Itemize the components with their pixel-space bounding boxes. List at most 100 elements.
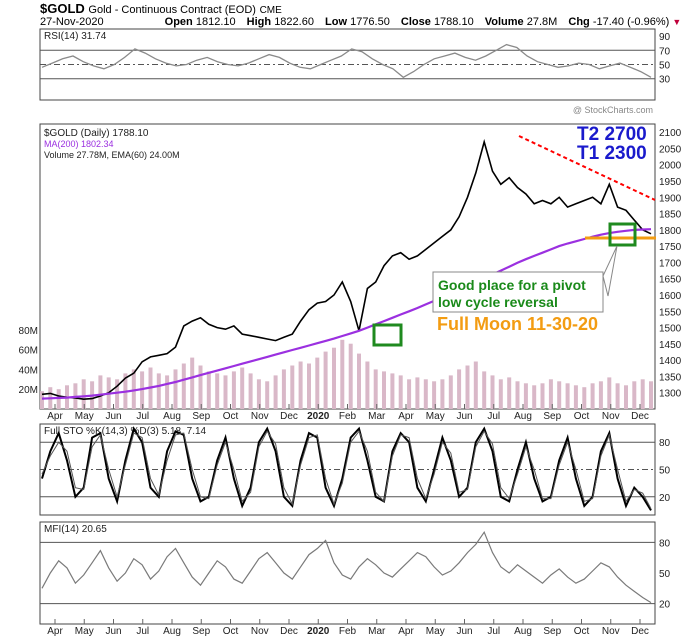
mfi-title: MFI(14) 20.65 [44, 524, 107, 535]
volume-tick-label-40M: 40M [19, 365, 38, 376]
volume-bar [624, 385, 628, 409]
volume-bar [131, 369, 136, 409]
volume-bar [81, 379, 86, 409]
price-xaxis-label-2020: 2020 [307, 411, 330, 422]
volume-bar [523, 383, 528, 409]
close-label: Close 1788.10 [401, 16, 474, 28]
instrument-name: Gold - Continuous Contract (EOD) [88, 4, 256, 16]
mfi-xaxis-label-Sep: Sep [192, 626, 210, 637]
price-xaxis-label-May: May [75, 411, 94, 422]
sto-line-k [41, 426, 652, 511]
volume-bar [290, 365, 295, 409]
price-tick-label-1450: 1450 [659, 340, 682, 351]
target-t1-label: T1 2300 [577, 143, 647, 164]
full-moon-label: Full Moon 11-30-20 [437, 314, 599, 334]
price-xaxis-label-Dec: Dec [280, 411, 298, 422]
pivot-box-march [372, 323, 403, 347]
volume-bar [582, 387, 587, 409]
chart-header-line1: $GOLD Gold - Continuous Contract (EOD) C… [40, 1, 282, 16]
symbol-label: $GOLD [40, 1, 85, 16]
volume-bar [323, 351, 328, 409]
mfi-xaxis-label-Aug: Aug [514, 626, 532, 637]
volume-bar [357, 353, 361, 409]
sto-title: Full STO %K(14,3) %D(3) 5.18, 7.14 [44, 426, 207, 437]
mfi-xaxis-label-Nov: Nov [251, 626, 269, 637]
chg-value: -17.40 (-0.96%) [592, 16, 670, 28]
pivot-note-box [432, 271, 604, 313]
down-arrow-icon: ▼ [672, 17, 682, 27]
sto-tick-label-80: 80 [659, 438, 671, 449]
mfi-tick-label-80: 80 [659, 538, 671, 549]
price-tick-label-1750: 1750 [659, 242, 682, 253]
mfi-xaxis-label-Feb: Feb [339, 626, 357, 637]
price-tick-label-2050: 2050 [659, 144, 682, 155]
price-tick-label-1950: 1950 [659, 177, 682, 188]
mfi-xaxis-label-Jul: Jul [136, 626, 149, 637]
chg-label-text: Chg [568, 16, 590, 28]
volume-bar [432, 381, 437, 409]
price-legend-main: $GOLD (Daily) 1788.10 [44, 128, 149, 139]
price-xaxis-label-Dec: Dec [631, 411, 649, 422]
sto-line-d [41, 430, 652, 509]
mfi-xaxis-label-May: May [75, 626, 94, 637]
volume-bar [256, 379, 261, 409]
price-xaxis-label-Oct: Oct [223, 411, 239, 422]
volume-tick-label-80M: 80M [19, 326, 38, 337]
volume-bar [473, 361, 478, 409]
mfi-xaxis-label-Jul: Jul [487, 626, 500, 637]
rsi-title: RSI(14) 31.74 [44, 31, 107, 42]
volume-bar [373, 369, 378, 409]
volume-bar [173, 369, 178, 409]
price-legend-volume: Volume 27.78M, EMA(60) 24.00M [44, 150, 180, 160]
mfi-xaxis-label-Jun: Jun [456, 626, 472, 637]
mfi-xaxis-label-Sep: Sep [543, 626, 561, 637]
open-label: Open 1812.10 [165, 16, 236, 28]
watermark: @ StockCharts.com [573, 105, 653, 115]
volume-bar [281, 369, 286, 409]
volume-bar [315, 357, 320, 409]
price-tick-label-2100: 2100 [659, 128, 682, 139]
price-xaxis-label-Nov: Nov [602, 411, 620, 422]
volume-bar [382, 371, 386, 409]
mfi-xaxis-label-Nov: Nov [602, 626, 620, 637]
volume-bar [206, 371, 211, 409]
mfi-xaxis-label-Mar: Mar [368, 626, 386, 637]
volume-bar [540, 383, 545, 409]
volume-bar [340, 339, 345, 409]
price-xaxis-label-Feb: Feb [339, 411, 357, 422]
price-xaxis-label-Aug: Aug [514, 411, 532, 422]
price-xaxis-label-Nov: Nov [251, 411, 269, 422]
volume-bar [273, 375, 278, 409]
price-tick-label-1350: 1350 [659, 372, 682, 383]
sto-tick-label-20: 20 [659, 493, 671, 504]
mfi-xaxis-label-Oct: Oct [574, 626, 590, 637]
volume-bar [548, 379, 553, 409]
open-label-text: Open [164, 16, 193, 28]
price-xaxis-label-Apr: Apr [398, 411, 414, 422]
price-xaxis-label-May: May [426, 411, 445, 422]
rsi-tick-label-50: 50 [659, 61, 671, 72]
price-tick-label-1800: 1800 [659, 226, 682, 237]
price-xaxis-label-Jun: Jun [105, 411, 121, 422]
volume-bar [440, 379, 445, 409]
price-xaxis-label-Mar: Mar [368, 411, 386, 422]
exchange-label: CME [259, 5, 282, 16]
volume-bar [615, 383, 620, 409]
panel-frame-price [39, 123, 656, 410]
price-xaxis-label-Apr: Apr [47, 411, 63, 422]
volume-bar [590, 383, 595, 409]
pivot-note-pointer [602, 245, 618, 297]
volume-bar [240, 367, 245, 409]
volume-bar [490, 375, 495, 409]
ma200-line [41, 228, 652, 400]
volume-bar [265, 381, 270, 409]
volume-bar [198, 365, 203, 409]
volume-bar [390, 373, 395, 409]
volume-bar [423, 379, 428, 409]
price-tick-label-1900: 1900 [659, 193, 682, 204]
volume-bar [532, 385, 537, 409]
volume-bar [165, 375, 170, 409]
mfi-line [41, 530, 652, 604]
volume-bar [649, 381, 653, 409]
